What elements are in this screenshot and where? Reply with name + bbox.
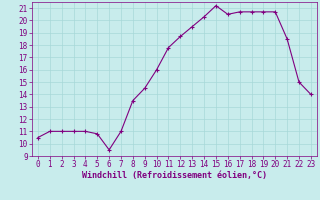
X-axis label: Windchill (Refroidissement éolien,°C): Windchill (Refroidissement éolien,°C) bbox=[82, 171, 267, 180]
